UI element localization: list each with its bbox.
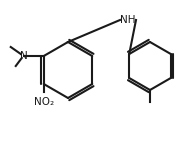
Text: NH: NH: [120, 15, 136, 25]
Text: N: N: [20, 51, 28, 61]
Text: NO₂: NO₂: [34, 97, 54, 107]
